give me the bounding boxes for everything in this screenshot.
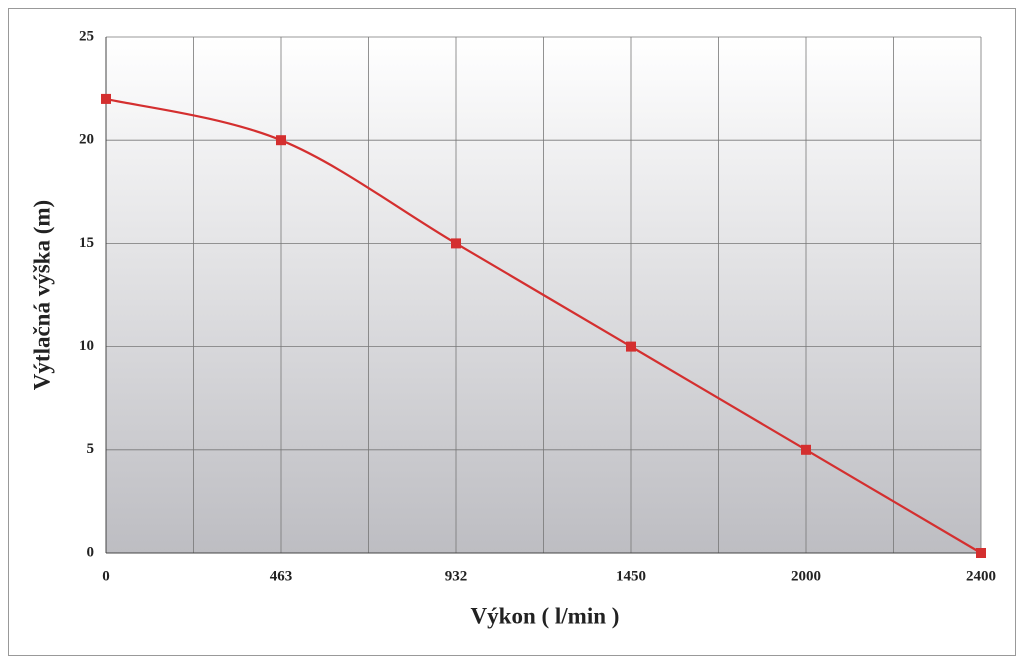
y-tick-label: 5 (87, 441, 95, 457)
x-tick-label: 463 (270, 568, 293, 584)
x-tick-label: 2000 (791, 568, 821, 584)
marker (626, 341, 636, 352)
marker (276, 135, 286, 146)
x-tick-label: 932 (445, 568, 468, 584)
y-tick-label: 10 (79, 338, 94, 354)
y-axis-title: Výtlačná výška (m) (29, 200, 54, 390)
x-axis-title: Výkon ( l/min ) (471, 603, 620, 628)
y-tick-label: 20 (79, 132, 94, 148)
x-tick-label: 1450 (616, 568, 646, 584)
marker (101, 93, 111, 104)
x-tick-label: 2400 (966, 568, 996, 584)
marker (801, 444, 811, 455)
marker (976, 548, 986, 558)
x-tick-label: 0 (102, 568, 110, 584)
y-tick-label: 25 (79, 28, 94, 44)
line (105, 97, 982, 554)
y-tick-label: 0 (87, 544, 95, 560)
marker (451, 238, 461, 249)
y-tick-label: 15 (79, 235, 94, 251)
